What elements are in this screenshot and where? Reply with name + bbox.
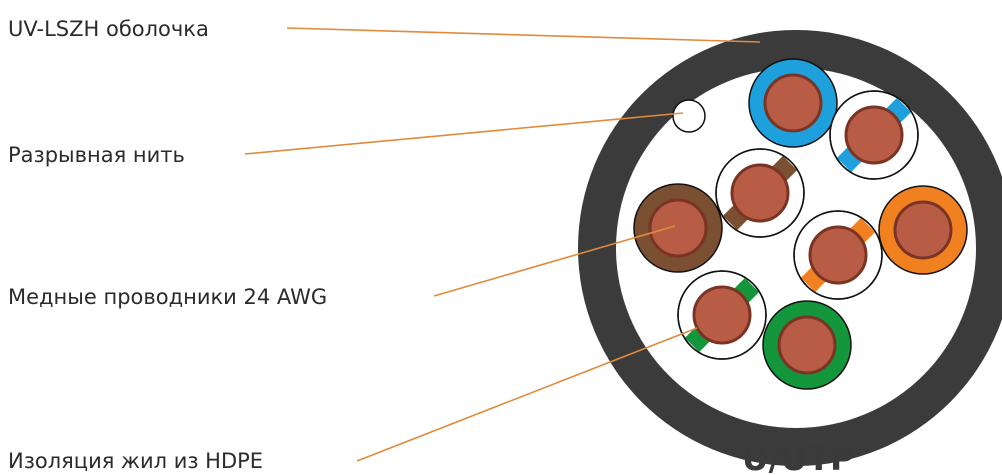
callout-rip-cord: Разрывная нить [8, 143, 185, 167]
leader-line-conductors [433, 225, 676, 297]
callout-insulation: Изоляция жил из HDPE [8, 449, 263, 473]
callout-jacket: UV-LSZH оболочка [8, 17, 209, 41]
leader-line-rip-cord [244, 112, 684, 155]
rip-cord [672, 99, 706, 133]
wire-green [762, 300, 852, 390]
wire-brown [633, 183, 723, 273]
leader-line-insulation [356, 327, 698, 462]
callout-conductors: Медные проводники 24 AWG [8, 285, 327, 309]
wire-white-orange [793, 210, 883, 300]
wire-orange [878, 185, 968, 275]
cable-type-title: U/UTP [742, 439, 854, 475]
wire-white-green [677, 270, 767, 360]
wire-blue [748, 58, 838, 148]
leader-line-jacket [286, 27, 761, 43]
wire-white-brown [715, 148, 805, 238]
wire-white-blue [829, 90, 919, 180]
